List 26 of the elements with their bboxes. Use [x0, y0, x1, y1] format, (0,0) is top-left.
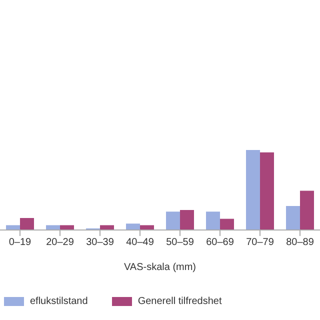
x-tick-label: 60–69 [206, 237, 234, 248]
bar [246, 150, 260, 230]
bar [300, 190, 314, 230]
x-tick-label: 50–59 [166, 237, 194, 248]
bar [286, 206, 300, 230]
bar [220, 218, 234, 230]
bar [60, 225, 74, 230]
bar [126, 224, 140, 230]
bar [100, 225, 114, 230]
legend-label: Generell tilfredshet [136, 296, 222, 307]
legend-label: eflukstilstand [29, 296, 88, 307]
x-tick-label: 80–89 [286, 237, 314, 248]
x-axis-title: VAS-skala (mm) [124, 262, 196, 273]
bar [20, 218, 34, 230]
x-tick-label: 20–29 [46, 237, 74, 248]
bar [206, 212, 220, 230]
bar [140, 225, 154, 230]
bar [46, 225, 60, 230]
x-tick-label: 40–49 [126, 237, 154, 248]
x-tick-label: 30–39 [86, 237, 114, 248]
x-tick-label: 0–19 [8, 237, 32, 248]
bar [180, 210, 194, 230]
bar [6, 225, 20, 230]
bar [260, 152, 274, 230]
bar [166, 212, 180, 230]
x-tick-label: 70–79 [246, 237, 274, 248]
